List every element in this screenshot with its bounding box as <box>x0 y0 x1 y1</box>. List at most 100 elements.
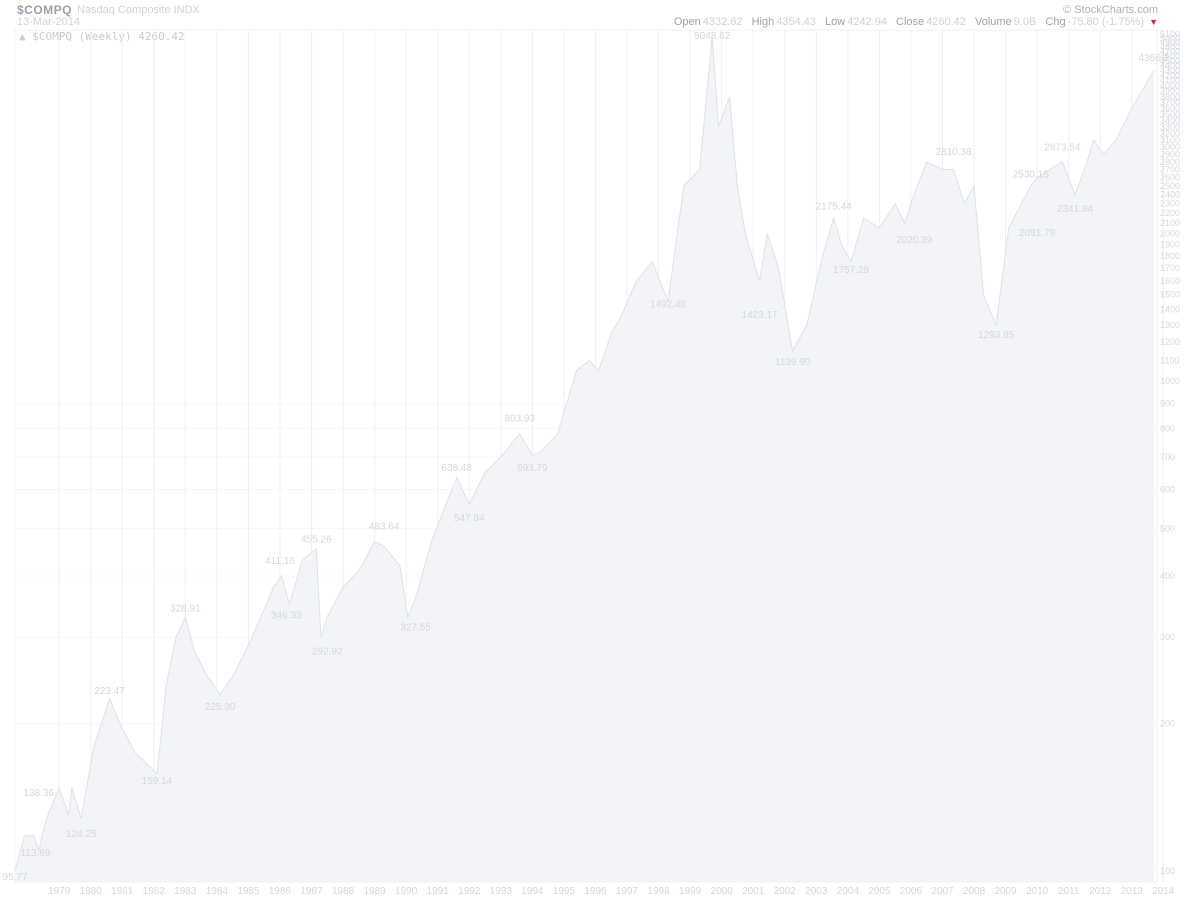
y-tick-label: 4800 <box>1160 42 1180 52</box>
y-tick-label: 1200 <box>1160 337 1180 347</box>
y-tick-label: 900 <box>1160 398 1175 408</box>
x-tick-label: 1996 <box>584 886 607 897</box>
open-value: 4332.62 <box>702 16 743 28</box>
y-tick-label: 3000 <box>1160 142 1180 152</box>
y-tick-label: 3100 <box>1160 135 1180 145</box>
data-label: 803.93 <box>504 413 535 424</box>
y-tick-label: 4700 <box>1160 47 1180 57</box>
data-label: 693.79 <box>517 463 548 474</box>
data-label: 2341.84 <box>1057 204 1094 215</box>
y-tick-label: 1600 <box>1160 276 1180 286</box>
y-tick-label: 4400 <box>1160 61 1180 71</box>
y-tick-label: 3600 <box>1160 103 1180 113</box>
data-label: 327.55 <box>400 623 431 634</box>
y-tick-label: 300 <box>1160 632 1175 642</box>
x-tick-label: 1991 <box>427 886 450 897</box>
high-value: 4354.43 <box>776 16 816 28</box>
y-tick-label: 2700 <box>1160 165 1180 175</box>
y-tick-label: 700 <box>1160 452 1175 462</box>
stockcharts-credit: © StockCharts.com <box>1063 4 1158 16</box>
x-tick-label: 1989 <box>364 886 387 897</box>
ohlc-stats: Open 4332.62 High 4354.43 Low 4242.94 Close… <box>668 16 1158 28</box>
x-tick-label: 1998 <box>647 886 670 897</box>
data-label: 455.26 <box>301 534 332 545</box>
data-label: 159.14 <box>142 776 173 787</box>
y-tick-label: 2200 <box>1160 208 1180 218</box>
y-tick-label: 5100 <box>1160 29 1180 39</box>
y-tick-label: 3400 <box>1160 115 1180 125</box>
y-tick-label: 1100 <box>1160 356 1179 366</box>
x-tick-label: 2002 <box>774 886 797 897</box>
y-tick-label: 3200 <box>1160 128 1180 138</box>
data-label: 5048.62 <box>694 31 731 42</box>
data-label: 2091.79 <box>1019 228 1056 239</box>
y-tick-label: 4500 <box>1160 56 1180 66</box>
high-label: High <box>751 16 775 28</box>
y-tick-label: 1700 <box>1160 263 1180 273</box>
y-tick-label: 4600 <box>1160 51 1180 61</box>
chg-value: -75.80 (-1.75%) <box>1067 16 1145 28</box>
x-tick-label: 1982 <box>143 886 166 897</box>
x-tick-label: 2000 <box>711 886 734 897</box>
x-tick-label: 1979 <box>48 886 71 897</box>
data-label: 2810.38 <box>935 147 972 158</box>
data-label: 138.36 <box>23 788 54 799</box>
x-tick-label: 1986 <box>269 886 292 897</box>
data-label: 1293.85 <box>978 330 1015 341</box>
price-area <box>15 36 1154 883</box>
y-tick-label: 4300 <box>1160 65 1180 75</box>
y-tick-label: 2300 <box>1160 199 1180 209</box>
y-tick-label: 1000 <box>1160 376 1180 386</box>
x-tick-label: 2009 <box>994 886 1017 897</box>
y-tick-label: 4000 <box>1160 81 1180 91</box>
low-value: 4242.94 <box>847 16 887 28</box>
data-label: 2530.15 <box>1013 169 1050 180</box>
data-label: 2175.44 <box>816 201 853 212</box>
x-tick-label: 2006 <box>900 886 923 897</box>
y-tick-label: 3300 <box>1160 122 1180 132</box>
close-value: 4260.42 <box>926 16 966 28</box>
data-label: 4366.2 <box>1139 53 1170 64</box>
data-label: 411.16 <box>265 556 295 567</box>
data-label: 483.64 <box>369 522 400 533</box>
data-label: 2020.39 <box>896 235 933 246</box>
x-tick-label: 1981 <box>111 886 134 897</box>
x-tick-label: 1990 <box>395 886 418 897</box>
data-label: 1757.29 <box>833 265 870 276</box>
y-tick-label: 600 <box>1160 485 1175 495</box>
y-tick-label: 1300 <box>1160 320 1180 330</box>
x-tick-label: 2001 <box>742 886 765 897</box>
chart-date: 13-Mar-2014 <box>17 16 80 28</box>
x-tick-label: 1999 <box>679 886 702 897</box>
y-tick-label: 3800 <box>1160 92 1180 102</box>
y-tick-label: 800 <box>1160 423 1175 433</box>
x-tick-label: 2008 <box>963 886 986 897</box>
x-tick-label: 2010 <box>1026 886 1049 897</box>
x-tick-label: 2003 <box>805 886 828 897</box>
price-line <box>14 36 1155 872</box>
data-label: 225.30 <box>205 702 236 713</box>
data-label: 346.33 <box>271 611 302 622</box>
x-tick-label: 2014 <box>1152 886 1175 897</box>
data-label: 328.91 <box>170 604 201 615</box>
data-label: 223.47 <box>94 686 125 697</box>
data-label: 1492.40 <box>650 300 687 311</box>
x-tick-label: 1985 <box>237 886 260 897</box>
data-label: 2873.54 <box>1044 142 1081 153</box>
data-label: 124.25 <box>66 829 97 840</box>
x-tick-label: 1992 <box>458 886 481 897</box>
y-tick-label: 1900 <box>1160 239 1180 249</box>
y-tick-label: 4900 <box>1160 38 1180 48</box>
y-tick-label: 2900 <box>1160 149 1180 159</box>
plot-frame <box>14 29 1158 883</box>
y-tick-label: 400 <box>1160 571 1175 581</box>
y-tick-label: 2800 <box>1160 157 1180 167</box>
x-tick-label: 1983 <box>174 886 197 897</box>
x-tick-label: 1980 <box>80 886 103 897</box>
y-tick-label: 1800 <box>1160 251 1180 261</box>
series-label: ▲ $COMPQ (Weekly) 4260.42 <box>19 30 185 43</box>
data-label: 1139.90 <box>775 357 811 368</box>
x-tick-label: 2004 <box>837 886 860 897</box>
y-tick-label: 1500 <box>1160 290 1180 300</box>
